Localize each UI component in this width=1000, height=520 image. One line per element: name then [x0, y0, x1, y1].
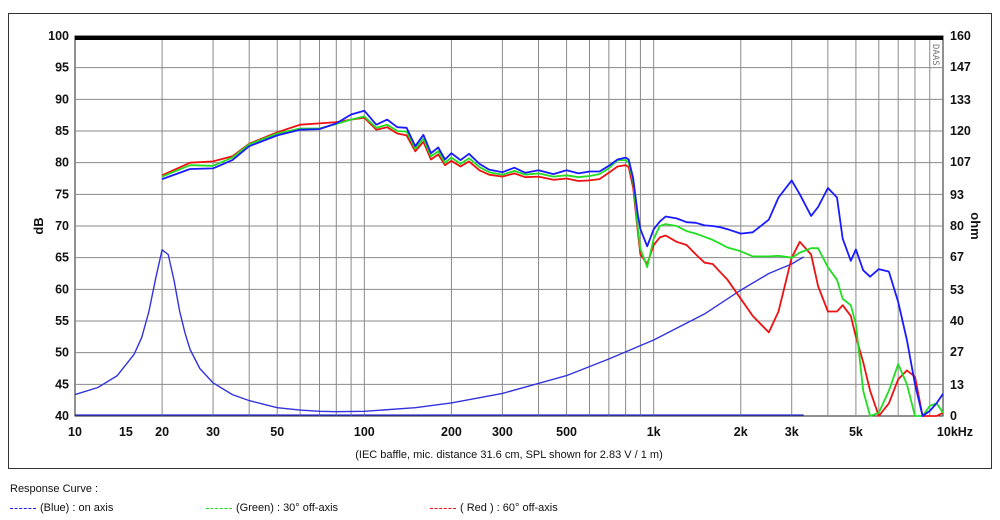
x-tick-label: 15	[119, 425, 133, 439]
y-right-tick-label: 40	[950, 314, 964, 328]
series-line-2: ( Red ) : 60° off-axis	[161, 116, 944, 417]
x-tick-label: 200	[441, 425, 462, 439]
x-tick-label: 500	[556, 425, 577, 439]
y-tick-label: 65	[55, 251, 69, 265]
x-tick-label: 1k	[647, 425, 661, 439]
y-right-tick-label: 120	[950, 124, 971, 138]
y-tick-label: 40	[55, 409, 69, 423]
legend-line-red	[430, 507, 456, 509]
y-tick-label: 95	[55, 61, 69, 75]
y-tick-label: 90	[55, 92, 69, 106]
x-tick-label: 2k	[734, 425, 748, 439]
y-right-tick-label: 13	[950, 378, 964, 392]
legend-label-red: ( Red ) : 60° off-axis	[460, 502, 558, 514]
x-tick-label: 5k	[849, 425, 863, 439]
legend-item-red: ( Red ) : 60° off-axis	[430, 502, 558, 514]
x-tick-label: 10kHz	[937, 425, 973, 439]
y-tick-label: 85	[55, 124, 69, 138]
y-right-tick-label: 147	[950, 60, 971, 74]
legend-label-green: (Green) : 30° off-axis	[236, 502, 339, 514]
top-band	[75, 36, 943, 40]
y-tick-label: 70	[55, 219, 69, 233]
y-right-tick-label: 93	[950, 188, 964, 202]
legend-item-blue: (Blue) : on axis	[10, 502, 113, 514]
legend-label-blue: (Blue) : on axis	[40, 502, 114, 514]
y-tick-label: 100	[48, 29, 69, 43]
x-tick-label: 300	[492, 425, 513, 439]
legend-item-green: (Green) : 30° off-axis	[206, 502, 338, 514]
chart-frame: Impedance( Red ) : 60° off-axis(Green) :…	[8, 13, 992, 469]
x-tick-label: 30	[206, 425, 220, 439]
x-tick-label: 3k	[785, 425, 799, 439]
y-right-tick-label: 0	[950, 409, 957, 423]
y-tick-label: 55	[55, 314, 69, 328]
tick-labels: 10 15 20 30 50 100 200 300 500 1k 2k 3k 5k 10kHz40455…	[48, 29, 973, 439]
legend-title: Response Curve :	[10, 483, 99, 495]
series-layer: Impedance( Red ) : 60° off-axis(Green) :…	[74, 109, 944, 417]
x-axis-label: (IEC baffle, mic. distance 31.6 cm, SPL …	[355, 449, 663, 461]
y-right-tick-label: 107	[950, 155, 971, 169]
y-tick-label: 80	[55, 156, 69, 170]
series-line-3: Impedance	[74, 249, 805, 413]
x-tick-label: 20	[155, 425, 169, 439]
y-axis-label: dB	[31, 217, 46, 234]
y-right-tick-label: 160	[950, 29, 971, 43]
y-right-tick-label: 80	[950, 219, 964, 233]
frequency-response-chart: Impedance( Red ) : 60° off-axis(Green) :…	[31, 29, 983, 461]
y-right-tick-label: 53	[950, 283, 964, 297]
x-tick-label: 10	[68, 425, 82, 439]
y-axis-right-label: ohm	[968, 212, 983, 239]
x-tick-label: 50	[270, 425, 284, 439]
y-tick-label: 45	[55, 377, 69, 391]
legend: Response Curve : (Blue) : on axis (Green…	[10, 478, 990, 518]
y-right-tick-label: 67	[950, 250, 964, 264]
series-line-0: (Blue) : on axis	[161, 109, 944, 417]
y-tick-label: 75	[55, 187, 69, 201]
y-tick-label: 60	[55, 282, 69, 296]
legend-line-blue	[10, 507, 36, 509]
grid	[74, 35, 944, 417]
watermark: DAAS	[930, 44, 940, 66]
y-tick-label: 50	[55, 346, 69, 360]
x-tick-label: 100	[354, 425, 375, 439]
y-right-tick-label: 133	[950, 93, 971, 107]
y-right-tick-label: 27	[950, 345, 964, 359]
legend-line-green	[206, 507, 232, 509]
